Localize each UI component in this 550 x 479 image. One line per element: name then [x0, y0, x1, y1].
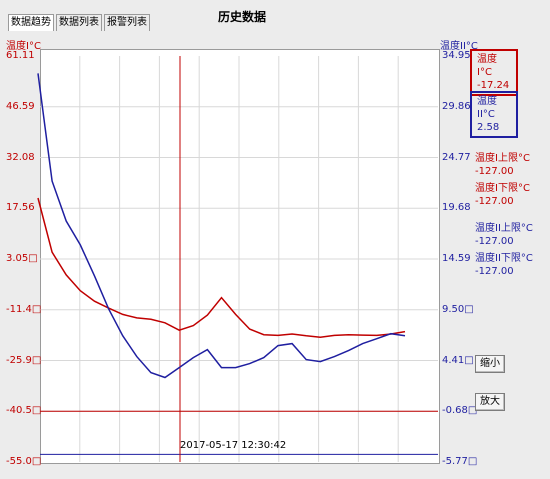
tab-data-list[interactable]: 数据列表 — [56, 14, 102, 31]
temp2-readout: 温度II°C 2.58 — [470, 91, 518, 138]
left-axis-tick: 3.05□ — [6, 253, 38, 264]
left-axis-tick: 61.11 — [6, 50, 35, 61]
tab-alarm-list[interactable]: 报警列表 — [104, 14, 150, 31]
temp1-readout: 温度I°C -17.24 — [470, 49, 518, 96]
temp2-readout-value: 2.58 — [477, 122, 500, 133]
right-axis-tick: 29.86 — [442, 100, 471, 112]
left-axis-title: 温度I°C — [6, 41, 41, 52]
right-axis-tick: 9.50□ — [442, 303, 474, 315]
temp2-lower-limit-value: -127.00 — [475, 266, 514, 277]
temp1-readout-value: -17.24 — [477, 80, 510, 91]
plot-area[interactable] — [40, 49, 440, 464]
left-axis-tick: -55.0□ — [6, 456, 42, 467]
temp1-readout-label: 温度I°C — [477, 54, 497, 78]
zoom-in-button[interactable]: 放大 — [475, 393, 505, 411]
temp1-lower-limit-value: -127.00 — [475, 196, 514, 207]
right-axis-tick: 4.41□ — [442, 354, 474, 366]
zoom-out-button[interactable]: 缩小 — [475, 355, 505, 373]
temp1-lower-limit: 温度I下限°C -127.00 — [475, 182, 530, 208]
right-axis-title: 温度II°C — [440, 41, 478, 52]
temp1-upper-limit-label: 温度I上限°C — [475, 153, 530, 164]
left-axis-tick: 32.08 — [6, 151, 35, 163]
right-axis-tick: 19.68 — [442, 202, 471, 214]
right-axis-tick: 24.77 — [442, 151, 471, 163]
temp1-upper-limit-value: -127.00 — [475, 166, 514, 177]
temp2-readout-label: 温度II°C — [477, 96, 497, 120]
right-axis-tick: -5.77□ — [442, 456, 478, 467]
left-axis-tick: -11.4□ — [6, 303, 42, 315]
temp2-upper-limit-value: -127.00 — [475, 236, 514, 247]
temp2-lower-limit: 温度II下限°C -127.00 — [475, 252, 533, 278]
temp1-lower-limit-label: 温度I下限°C — [475, 183, 530, 194]
temp2-upper-limit-label: 温度II上限°C — [475, 223, 533, 234]
temp2-lower-limit-label: 温度II下限°C — [475, 253, 533, 264]
left-axis-tick: 46.59 — [6, 100, 35, 112]
right-axis-tick: 34.95 — [442, 50, 471, 61]
right-axis-tick: -0.68□ — [442, 405, 478, 417]
left-axis-tick: -40.5□ — [6, 405, 42, 417]
page-title: 历史数据 — [218, 10, 267, 24]
tab-bar: 数据趋势 数据列表 报警列表 — [8, 14, 152, 31]
cursor-time: 2017-05-17 12:30:42 — [180, 440, 287, 451]
tab-data-trend[interactable]: 数据趋势 — [8, 14, 54, 31]
temp1-upper-limit: 温度I上限°C -127.00 — [475, 152, 530, 178]
left-axis-tick: -25.9□ — [6, 354, 42, 366]
temp2-upper-limit: 温度II上限°C -127.00 — [475, 222, 533, 248]
left-axis-tick: 17.56 — [6, 202, 35, 214]
right-axis-tick: 14.59 — [442, 253, 471, 264]
